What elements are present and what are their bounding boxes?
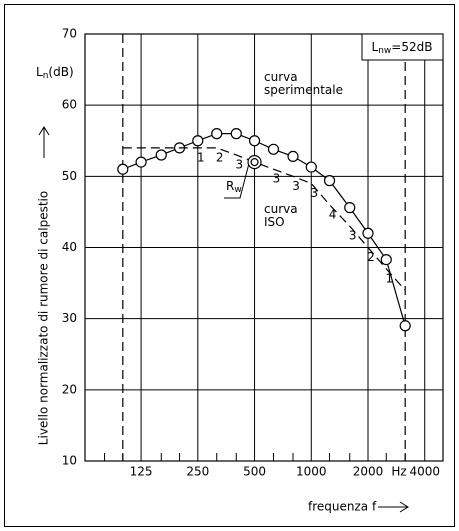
data-point [192, 135, 204, 147]
data-point [117, 163, 129, 175]
x-tick-label: 2000 [353, 465, 384, 479]
frame [4, 4, 455, 527]
series-line [122, 133, 406, 326]
rating-main: L [372, 40, 379, 54]
x-tick-label: 4000 [409, 465, 440, 479]
data-point [155, 149, 167, 161]
deviation-label: 3 [235, 157, 243, 171]
series-label: curva ISO [264, 203, 298, 229]
x-tick-label: 1000 [296, 465, 327, 479]
rw-main: R [226, 179, 234, 193]
y-unit: Ln(dB) [36, 65, 74, 81]
deviation-label: 4 [329, 207, 337, 221]
deviation-label: 2 [216, 150, 224, 164]
rw-sub: w [234, 185, 241, 195]
y-unit-rest: (dB) [48, 65, 73, 79]
rw-pointer [224, 164, 250, 199]
deviation-label: 2 [367, 250, 375, 264]
x-tick-label: 500 [243, 465, 266, 479]
y-unit-main: L [36, 65, 43, 79]
data-point [399, 320, 411, 332]
series-label-text: curva ISO [264, 203, 298, 229]
deviation-label: 3 [310, 186, 318, 200]
series-label-text: curva sperimentale [264, 71, 343, 97]
rw-marker-inner [250, 158, 259, 167]
y-arrow-head [38, 126, 50, 136]
data-point [344, 202, 356, 214]
deviation-label: 3 [349, 229, 357, 243]
y-tick-label: 70 [62, 27, 77, 41]
series-label: curva sperimentale [264, 71, 343, 97]
data-point [230, 128, 242, 140]
x-tick-label: 250 [186, 465, 209, 479]
y-tick-label: 40 [62, 240, 77, 254]
data-point [287, 150, 299, 163]
rw-label: Rw [226, 179, 242, 195]
data-point [248, 135, 261, 147]
y-tick-label: 20 [62, 382, 77, 396]
y-unit-sub: n [43, 71, 49, 81]
x-tick-label: 125 [130, 465, 153, 479]
deviation-label: 1 [197, 150, 205, 164]
rating-label: Lnw=52dB [372, 40, 433, 56]
y-tick-label: 30 [62, 311, 77, 325]
rating-rest: =52dB [391, 40, 432, 54]
rating-box [361, 33, 444, 61]
data-point [380, 253, 392, 266]
data-point [323, 175, 336, 187]
y-tick-label: 10 [62, 454, 77, 468]
data-point [211, 128, 223, 140]
y-axis-title: Livello normalizzato di rumore di calpes… [37, 191, 51, 445]
rating-sub: nw [378, 46, 391, 56]
x-axis-title: frequenza f [308, 500, 377, 514]
series-line [122, 147, 406, 291]
data-point [267, 143, 280, 155]
data-point [362, 227, 374, 239]
rw-marker [247, 155, 262, 170]
x-unit: Hz [391, 465, 406, 479]
data-point [135, 156, 147, 168]
x-arrow-head [399, 501, 409, 513]
y-tick-label: 50 [62, 169, 77, 183]
data-point [305, 161, 317, 173]
deviation-label: 3 [292, 179, 300, 193]
deviation-label: 3 [273, 172, 281, 186]
y-tick-label: 60 [62, 98, 77, 112]
deviation-label: 1 [385, 271, 393, 285]
